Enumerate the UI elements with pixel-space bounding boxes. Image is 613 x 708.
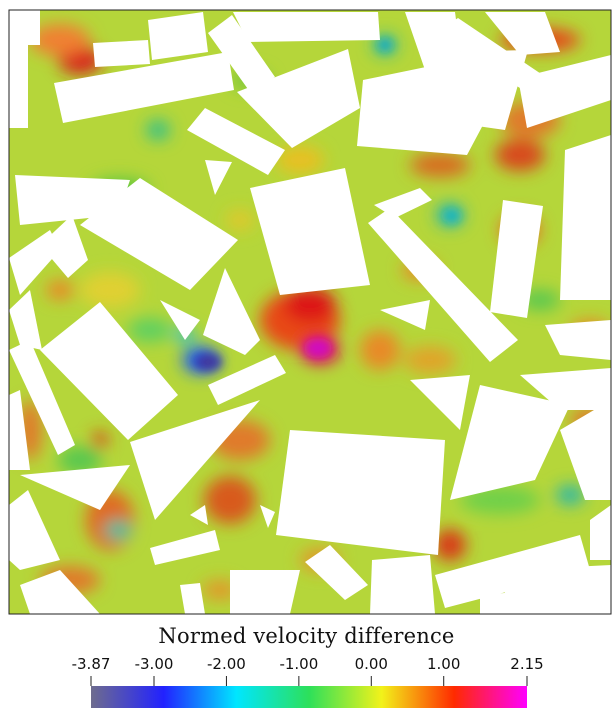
obstacle	[490, 200, 543, 318]
obstacle	[208, 355, 286, 405]
obstacle	[230, 570, 300, 614]
obstacle	[9, 290, 42, 350]
obstacle	[9, 10, 40, 45]
obstacle	[374, 188, 432, 218]
colorbar-tick-label: 0.00	[354, 655, 388, 673]
obstacle	[520, 368, 611, 410]
obstacle	[370, 555, 435, 614]
obstacle	[40, 302, 178, 440]
colorbar-tick-label: 2.15	[510, 655, 544, 673]
obstacle	[545, 320, 611, 360]
obstacle	[305, 545, 368, 600]
obstacle	[276, 430, 445, 555]
colorbar-tick-label: 1.00	[427, 655, 461, 673]
obstacle	[208, 15, 275, 92]
obstacle	[560, 400, 611, 500]
obstacle	[590, 505, 611, 560]
obstacle	[80, 178, 238, 290]
obstacle	[9, 490, 60, 570]
obstacle	[455, 50, 528, 130]
obstacle	[148, 12, 208, 60]
colorbar-tick-label: -1.00	[279, 655, 319, 673]
obstacle	[40, 215, 88, 278]
obstacle	[233, 12, 380, 42]
colorbar-title: Normed velocity difference	[158, 624, 455, 648]
obstacle	[93, 40, 150, 67]
colorbar-tick-label: -3.87	[71, 655, 111, 673]
obstacle	[205, 160, 232, 195]
obstacle	[130, 400, 260, 520]
obstacle	[9, 45, 28, 128]
obstacle	[9, 390, 30, 470]
colorbar	[91, 686, 527, 708]
field-area	[9, 10, 611, 614]
obstacle	[380, 300, 430, 330]
obstacle	[9, 230, 60, 295]
obstacle	[20, 570, 100, 614]
obstacle	[190, 505, 208, 525]
obstacle	[260, 505, 275, 528]
obstacle	[150, 530, 220, 565]
obstacle	[187, 108, 285, 175]
obstacle	[54, 52, 234, 123]
obstacle	[485, 12, 560, 55]
plot-frame	[8, 9, 612, 615]
obstacle	[518, 55, 611, 128]
obstacle	[160, 300, 200, 340]
obstacle	[20, 465, 130, 510]
obstacle	[250, 168, 370, 295]
obstacle-blocks	[9, 10, 611, 614]
obstacle	[410, 375, 470, 430]
colorbar-ticks	[90, 676, 528, 686]
obstacle	[480, 590, 545, 614]
obstacle	[450, 385, 570, 500]
obstacle	[180, 583, 205, 614]
field-extrema	[194, 39, 460, 371]
obstacle	[203, 268, 260, 355]
obstacle	[9, 340, 75, 455]
obstacle	[560, 135, 611, 300]
obstacle	[237, 49, 360, 148]
obstacle	[368, 208, 518, 362]
colorbar-tick-label: -3.00	[134, 655, 174, 673]
colorbar-tick-label: -2.00	[207, 655, 246, 673]
